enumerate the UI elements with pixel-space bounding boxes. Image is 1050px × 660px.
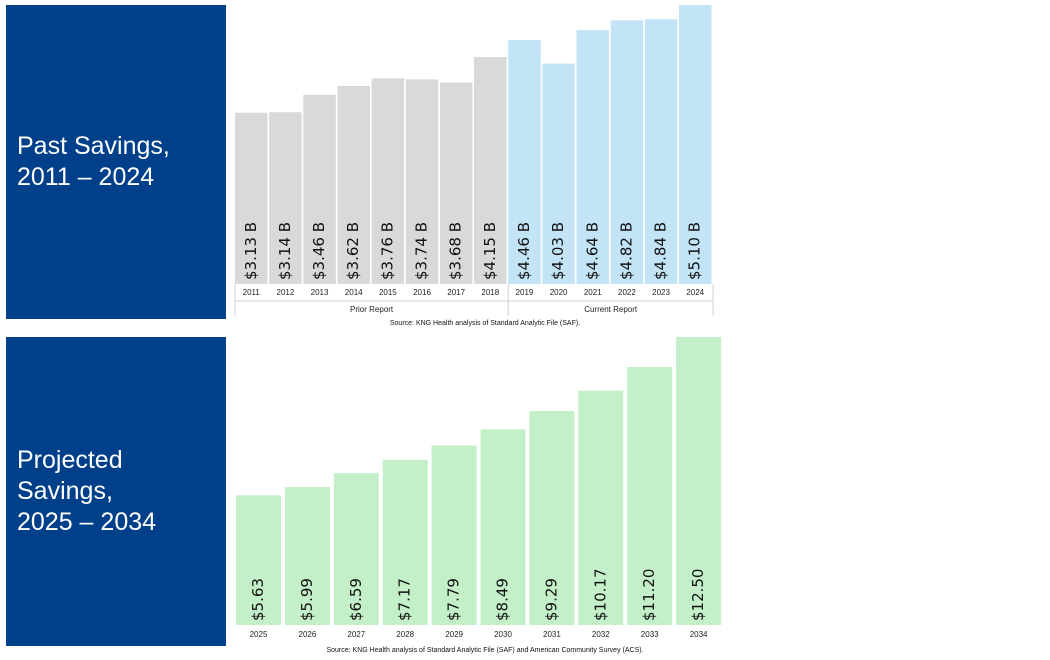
bar-2029 [431,445,477,625]
x-tick-2032: 2032 [592,630,610,639]
bar-2022 [610,20,644,284]
data-label-2018: $4.15 B [481,222,499,280]
data-label-2013: $3.46 B [310,222,328,280]
x-tick-2031: 2031 [543,630,561,639]
data-label-2015: $3.76 B [378,222,396,280]
bar-2020 [542,63,575,284]
past-savings-panel: Past Savings, 2011 – 2024 [6,5,226,319]
x-tick-2033: 2033 [641,630,659,639]
x-tick-2029: 2029 [445,630,463,639]
data-label-2020: $4.03 B [549,222,567,280]
x-tick-2013: 2013 [311,288,329,297]
data-label-2021: $4.64 B [583,222,601,280]
x-tick-2018: 2018 [481,288,499,297]
bar-2026 [284,486,330,625]
bar-2019 [508,40,541,284]
bar-2027 [333,473,379,625]
projected-savings-panel: Projected Savings, 2025 – 2034 [6,337,226,646]
x-tick-2034: 2034 [690,630,708,639]
x-tick-2025: 2025 [250,630,268,639]
bar-2034 [676,337,722,625]
x-tick-2026: 2026 [299,630,317,639]
data-label-2023: $4.84 B [652,222,670,280]
bar-2031 [529,410,575,625]
bar-2011 [235,112,268,284]
bar-2023 [644,19,678,284]
bar-2012 [269,112,302,284]
projected-source-note: Source: KNG Health analysis of Standard … [326,647,644,654]
bar-2032 [578,390,624,625]
past-source-note: Source: KNG Health analysis of Standard … [389,320,581,327]
data-label-2017: $3.68 B [447,222,465,280]
data-label-2030: $8.49 [494,578,512,621]
x-tick-2017: 2017 [447,288,465,297]
bar-2018 [474,56,507,285]
x-tick-2019: 2019 [516,288,534,297]
data-label-2019: $4.46 B [515,222,533,280]
past-savings-chart: $3.13 B 2011 $3.14 B 2012 $3.46 B 2013 $3.62 B… [234,5,714,316]
data-label-2014: $3.62 B [344,222,362,280]
data-label-2034: $12.50 [689,569,707,622]
bar-2028 [382,459,428,625]
bar-2016 [405,79,439,285]
data-label-2024: $5.10 B [686,222,704,280]
data-label-2028: $7.17 [396,578,414,621]
bar-2024 [678,5,712,284]
data-label-2027: $6.59 [347,578,365,621]
x-tick-2022: 2022 [618,288,636,297]
x-tick-2020: 2020 [550,288,568,297]
x-tick-2016: 2016 [413,288,431,297]
data-label-2029: $7.79 [445,578,463,621]
bar-2025 [236,495,281,625]
group-label-1: Current Report [584,305,638,314]
data-label-2011: $3.13 B [242,222,260,280]
bar-2017 [439,82,473,285]
x-tick-2027: 2027 [347,630,365,639]
data-label-2033: $11.20 [640,569,658,622]
data-label-2026: $5.99 [298,578,316,621]
bar-2033 [627,366,673,625]
x-tick-2030: 2030 [494,630,512,639]
data-label-2022: $4.82 B [617,222,635,280]
data-label-2025: $5.63 [249,578,267,621]
x-tick-2021: 2021 [584,288,602,297]
data-label-2032: $10.17 [591,569,609,622]
data-label-2016: $3.74 B [413,222,431,280]
x-tick-2015: 2015 [379,288,397,297]
bar-2014 [337,85,370,284]
bar-2030 [480,429,526,625]
x-tick-2023: 2023 [652,288,670,297]
data-label-2012: $3.14 B [276,222,294,280]
bar-2021 [576,30,609,285]
x-tick-2024: 2024 [686,288,704,297]
x-tick-2011: 2011 [243,288,261,297]
bar-2015 [371,78,405,285]
x-tick-2014: 2014 [345,288,363,297]
x-tick-2028: 2028 [396,630,414,639]
bar-2013 [303,94,336,284]
projected-savings-title: Projected Savings, 2025 – 2034 [17,446,157,536]
past-savings-title: Past Savings, 2011 – 2024 [17,132,170,191]
x-tick-2012: 2012 [277,288,295,297]
group-label-0: Prior Report [350,305,394,314]
data-label-2031: $9.29 [542,578,560,621]
